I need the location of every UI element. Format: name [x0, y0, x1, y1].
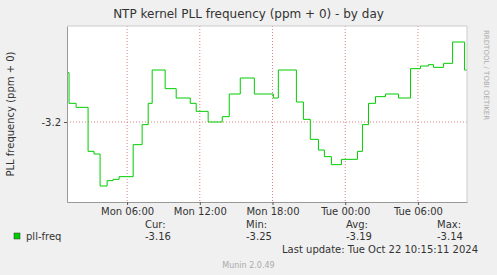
x-tick: Mon 18:00: [246, 202, 299, 217]
x-tick: Tue 06:00: [393, 202, 443, 217]
grid-line: [272, 26, 273, 202]
x-tick-label: Tue 00:00: [320, 206, 370, 217]
x-tick-mark: [200, 202, 201, 205]
y-tick-mark: [64, 122, 67, 123]
legend-stat-header: Cur:: [145, 219, 166, 230]
legend-stat-value: -3.25: [246, 231, 272, 242]
chart: Mon 06:00 Mon 12:00 Mon 18:00 Tue 00:00 Tue …: [0, 0, 497, 275]
legend-stat-value: -3.16: [145, 231, 171, 242]
grid-line: [199, 26, 200, 202]
x-tick: Tue 00:00: [320, 202, 370, 217]
y-axis-line: [67, 27, 68, 203]
x-tick-mark: [418, 202, 419, 205]
last-update: Last update: Tue Oct 22 10:15:11 2024: [282, 244, 478, 255]
legend-stat-header: Avg:: [346, 219, 368, 230]
legend-stat-header: Min:: [246, 219, 267, 230]
grid-line: [67, 122, 467, 123]
grid-line: [127, 26, 128, 202]
grid-line: [345, 26, 346, 202]
plot-frame: [67, 26, 467, 202]
x-tick-label: Mon 18:00: [246, 206, 299, 217]
grid: [67, 26, 467, 202]
x-tick-label: Mon 06:00: [101, 206, 154, 217]
y-tick: -3.2: [41, 117, 67, 128]
legend-stat-value: -3.19: [346, 231, 372, 242]
title: NTP kernel PLL frequency (ppm + 0) - by …: [113, 7, 384, 21]
series-group: [67, 42, 467, 186]
grid-line: [417, 26, 418, 202]
plot-area: [67, 26, 467, 202]
x-axis: Mon 06:00 Mon 12:00 Mon 18:00 Tue 00:00 Tue …: [68, 202, 468, 217]
x-tick-label: Mon 12:00: [174, 206, 227, 217]
y-tick-label: -3.2: [41, 117, 61, 128]
legend-label: pll-freq: [26, 231, 61, 242]
legend-stat-value: -3.14: [437, 231, 463, 242]
footer: Munin 2.0.49: [222, 261, 274, 270]
x-tick-mark: [345, 202, 346, 205]
legend-stat-header: Max:: [437, 219, 461, 230]
x-tick: Mon 06:00: [101, 202, 154, 217]
x-tick: Mon 12:00: [174, 202, 227, 217]
x-tick-label: Tue 06:00: [393, 206, 443, 217]
x-tick-mark: [273, 202, 274, 205]
legend-swatch: [14, 233, 20, 239]
y-axis-title: PLL frequency (ppm + 0): [5, 51, 16, 176]
y-axis: -3.2: [41, 27, 67, 203]
watermark: RRDTOOL / TOBI OETIKER: [482, 30, 490, 120]
series-line: [67, 42, 467, 186]
x-tick-mark: [127, 202, 128, 205]
